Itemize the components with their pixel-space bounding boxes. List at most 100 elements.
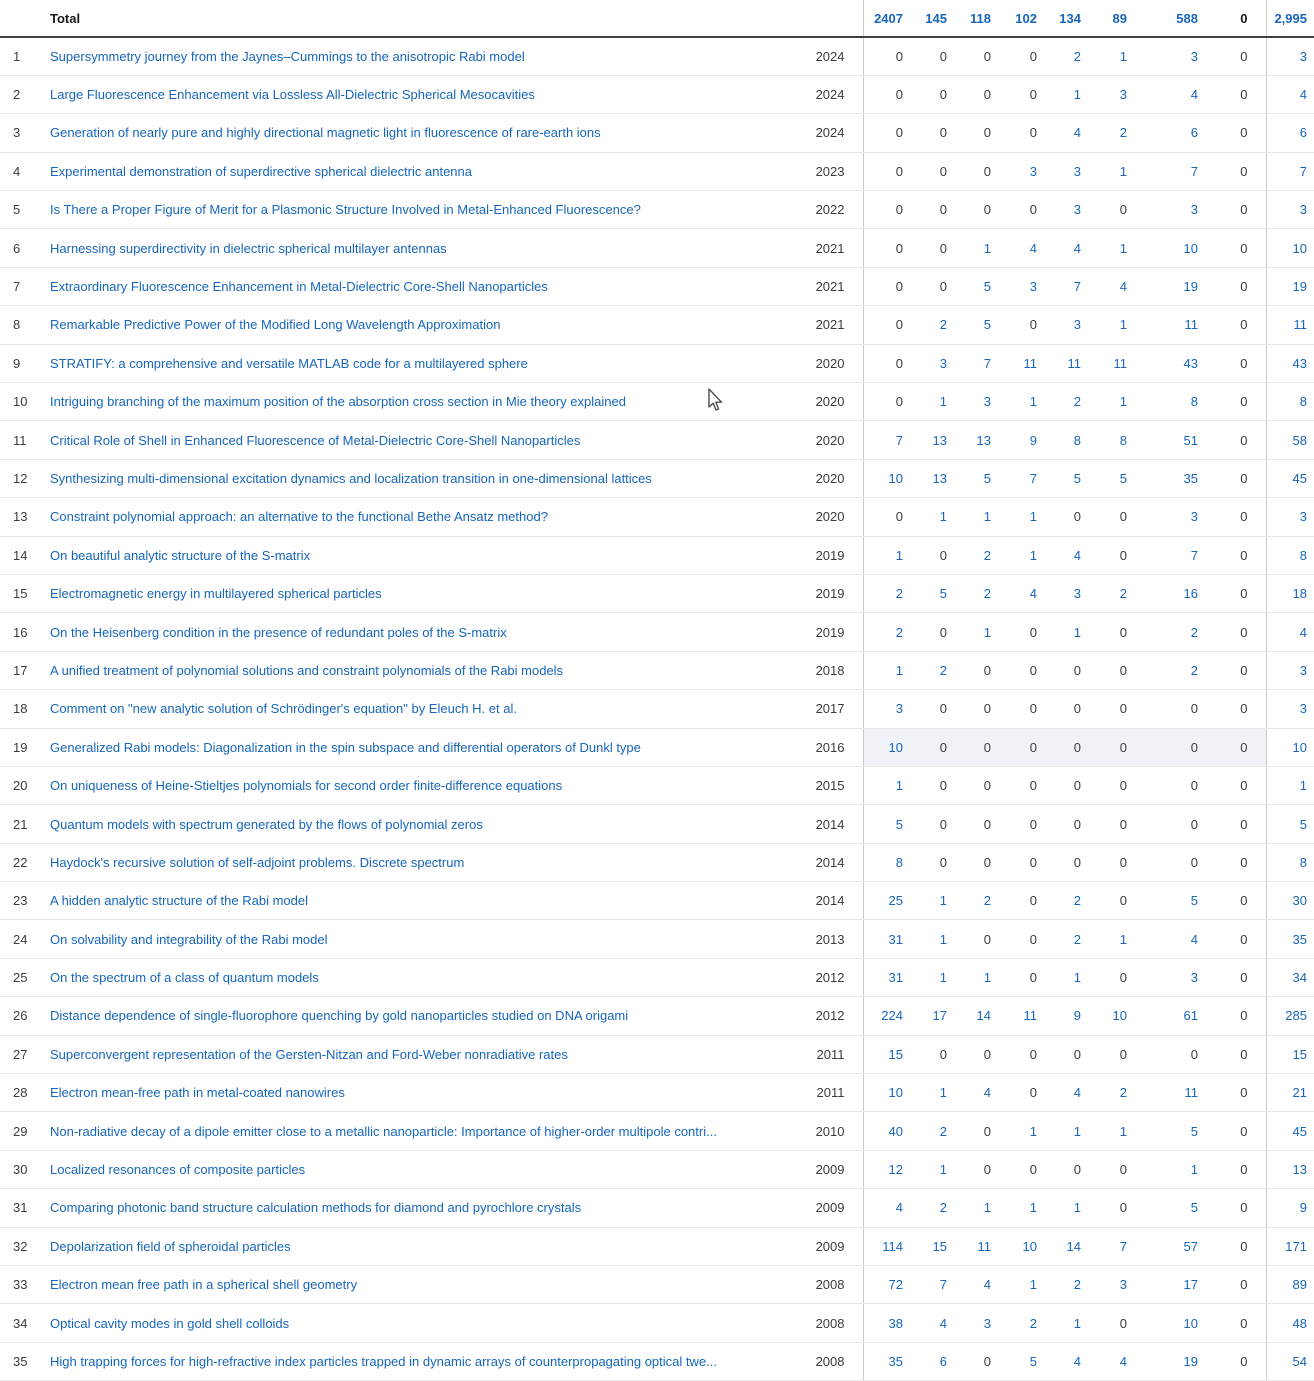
citation-count-cell[interactable]: 1 <box>991 1265 1037 1305</box>
citation-count-cell[interactable]: 1 <box>1037 1188 1081 1228</box>
paper-title-link[interactable]: Comparing photonic band structure calcul… <box>46 1188 800 1228</box>
citation-count-cell[interactable]: 57 <box>1127 1227 1198 1267</box>
citation-count-cell[interactable]: 10 <box>1127 1303 1198 1343</box>
row-total-link[interactable]: 30 <box>1265 881 1314 921</box>
paper-title-link[interactable]: Experimental demonstration of superdirec… <box>46 152 800 192</box>
citation-count-cell[interactable]: 114 <box>862 1227 903 1267</box>
citation-count-cell[interactable]: 3 <box>1127 37 1198 76</box>
paper-title-link[interactable]: High trapping forces for high-refractive… <box>46 1342 800 1381</box>
row-total-link[interactable]: 45 <box>1265 1111 1314 1151</box>
citation-count-cell[interactable]: 2 <box>1127 651 1198 691</box>
citation-count-cell[interactable]: 1 <box>991 382 1037 422</box>
row-total-link[interactable]: 3 <box>1265 190 1314 230</box>
paper-title-link[interactable]: Remarkable Predictive Power of the Modif… <box>46 305 800 345</box>
row-total-link[interactable]: 285 <box>1265 996 1314 1036</box>
citation-count-cell[interactable]: 3 <box>1127 190 1198 230</box>
citation-count-cell[interactable]: 1 <box>903 919 947 959</box>
column-total-link[interactable]: 89 <box>1081 0 1127 38</box>
citation-count-cell[interactable]: 4 <box>1037 1073 1081 1113</box>
citation-count-cell[interactable]: 8 <box>1081 420 1127 460</box>
citation-count-cell[interactable]: 5 <box>1127 1188 1198 1228</box>
citation-count-cell[interactable]: 4 <box>862 1188 903 1228</box>
citation-count-cell[interactable]: 5 <box>947 459 991 499</box>
citation-count-cell[interactable]: 7 <box>1037 267 1081 307</box>
citation-count-cell[interactable]: 2 <box>1037 919 1081 959</box>
citation-count-cell[interactable]: 2 <box>903 305 947 345</box>
citation-count-cell[interactable]: 2 <box>862 574 903 614</box>
citation-count-cell[interactable]: 8 <box>1127 382 1198 422</box>
citation-count-cell[interactable]: 5 <box>991 1342 1037 1381</box>
citation-count-cell[interactable]: 15 <box>903 1227 947 1267</box>
citation-count-cell[interactable]: 6 <box>1127 113 1198 153</box>
row-total-link[interactable]: 10 <box>1265 228 1314 268</box>
row-total-link[interactable]: 34 <box>1265 958 1314 998</box>
citation-count-cell[interactable]: 5 <box>1127 881 1198 921</box>
row-total-link[interactable]: 13 <box>1265 1150 1314 1190</box>
row-total-link[interactable]: 48 <box>1265 1303 1314 1343</box>
column-total-link[interactable]: 134 <box>1037 0 1081 38</box>
citation-count-cell[interactable]: 1 <box>1081 382 1127 422</box>
paper-title-link[interactable]: Synthesizing multi-dimensional excitatio… <box>46 459 800 499</box>
row-total-link[interactable]: 18 <box>1265 574 1314 614</box>
row-total-link[interactable]: 11 <box>1265 305 1314 345</box>
citation-count-cell[interactable]: 3 <box>862 689 903 729</box>
row-total-link[interactable]: 5 <box>1265 804 1314 844</box>
citation-count-cell[interactable]: 1 <box>991 1111 1037 1151</box>
row-total-link[interactable]: 3 <box>1265 689 1314 729</box>
citation-count-cell[interactable]: 10 <box>991 1227 1037 1267</box>
citation-count-cell[interactable]: 38 <box>862 1303 903 1343</box>
paper-title-link[interactable]: Optical cavity modes in gold shell collo… <box>46 1303 800 1343</box>
citation-count-cell[interactable]: 31 <box>862 919 903 959</box>
row-total-link[interactable]: 4 <box>1265 612 1314 652</box>
row-total-link[interactable]: 3 <box>1265 497 1314 537</box>
paper-title-link[interactable]: Superconvergent representation of the Ge… <box>46 1035 800 1075</box>
row-total-link[interactable]: 7 <box>1265 152 1314 192</box>
row-total-link[interactable]: 3 <box>1265 37 1314 76</box>
citation-count-cell[interactable]: 1 <box>903 881 947 921</box>
citation-count-cell[interactable]: 13 <box>903 420 947 460</box>
citation-count-cell[interactable]: 4 <box>947 1265 991 1305</box>
column-total-link[interactable]: 118 <box>947 0 991 38</box>
citation-count-cell[interactable]: 3 <box>1037 574 1081 614</box>
citation-count-cell[interactable]: 10 <box>1081 996 1127 1036</box>
citation-count-cell[interactable]: 224 <box>862 996 903 1036</box>
paper-title-link[interactable]: On the Heisenberg condition in the prese… <box>46 612 800 652</box>
citation-count-cell[interactable]: 2 <box>1081 1073 1127 1113</box>
citation-count-cell[interactable]: 1 <box>1037 1111 1081 1151</box>
citation-count-cell[interactable]: 12 <box>862 1150 903 1190</box>
citation-count-cell[interactable]: 11 <box>1037 344 1081 384</box>
paper-title-link[interactable]: Generation of nearly pure and highly dir… <box>46 113 800 153</box>
paper-title-link[interactable]: Non-radiative decay of a dipole emitter … <box>46 1111 800 1151</box>
paper-title-link[interactable]: Localized resonances of composite partic… <box>46 1150 800 1190</box>
paper-title-link[interactable]: Quantum models with spectrum generated b… <box>46 804 800 844</box>
citation-count-cell[interactable]: 40 <box>862 1111 903 1151</box>
citation-count-cell[interactable]: 4 <box>1037 536 1081 575</box>
citation-count-cell[interactable]: 17 <box>903 996 947 1036</box>
citation-count-cell[interactable]: 72 <box>862 1265 903 1305</box>
paper-title-link[interactable]: Extraordinary Fluorescence Enhancement i… <box>46 267 800 307</box>
citation-count-cell[interactable]: 2 <box>1127 612 1198 652</box>
paper-title-link[interactable]: Distance dependence of single-fluorophor… <box>46 996 800 1036</box>
citation-count-cell[interactable]: 4 <box>991 228 1037 268</box>
citation-count-cell[interactable]: 1 <box>947 228 991 268</box>
row-total-link[interactable]: 8 <box>1265 382 1314 422</box>
citation-count-cell[interactable]: 7 <box>947 344 991 384</box>
citation-count-cell[interactable]: 1 <box>862 766 903 806</box>
row-total-link[interactable]: 8 <box>1265 536 1314 575</box>
citation-count-cell[interactable]: 3 <box>1127 958 1198 998</box>
citation-count-cell[interactable]: 4 <box>1081 1342 1127 1381</box>
citation-count-cell[interactable]: 19 <box>1127 267 1198 307</box>
citation-count-cell[interactable]: 1 <box>1127 1150 1198 1190</box>
citation-count-cell[interactable]: 1 <box>947 1188 991 1228</box>
citation-count-cell[interactable]: 1 <box>991 536 1037 575</box>
paper-title-link[interactable]: STRATIFY: a comprehensive and versatile … <box>46 344 800 384</box>
paper-title-link[interactable]: Intriguing branching of the maximum posi… <box>46 382 800 422</box>
column-total-link[interactable]: 102 <box>991 0 1037 38</box>
citation-count-cell[interactable]: 6 <box>903 1342 947 1381</box>
citation-count-cell[interactable]: 1 <box>947 497 991 537</box>
citation-count-cell[interactable]: 3 <box>1127 497 1198 537</box>
citation-count-cell[interactable]: 7 <box>862 420 903 460</box>
citation-count-cell[interactable]: 3 <box>1081 1265 1127 1305</box>
citation-count-cell[interactable]: 35 <box>862 1342 903 1381</box>
citation-count-cell[interactable]: 1 <box>903 958 947 998</box>
